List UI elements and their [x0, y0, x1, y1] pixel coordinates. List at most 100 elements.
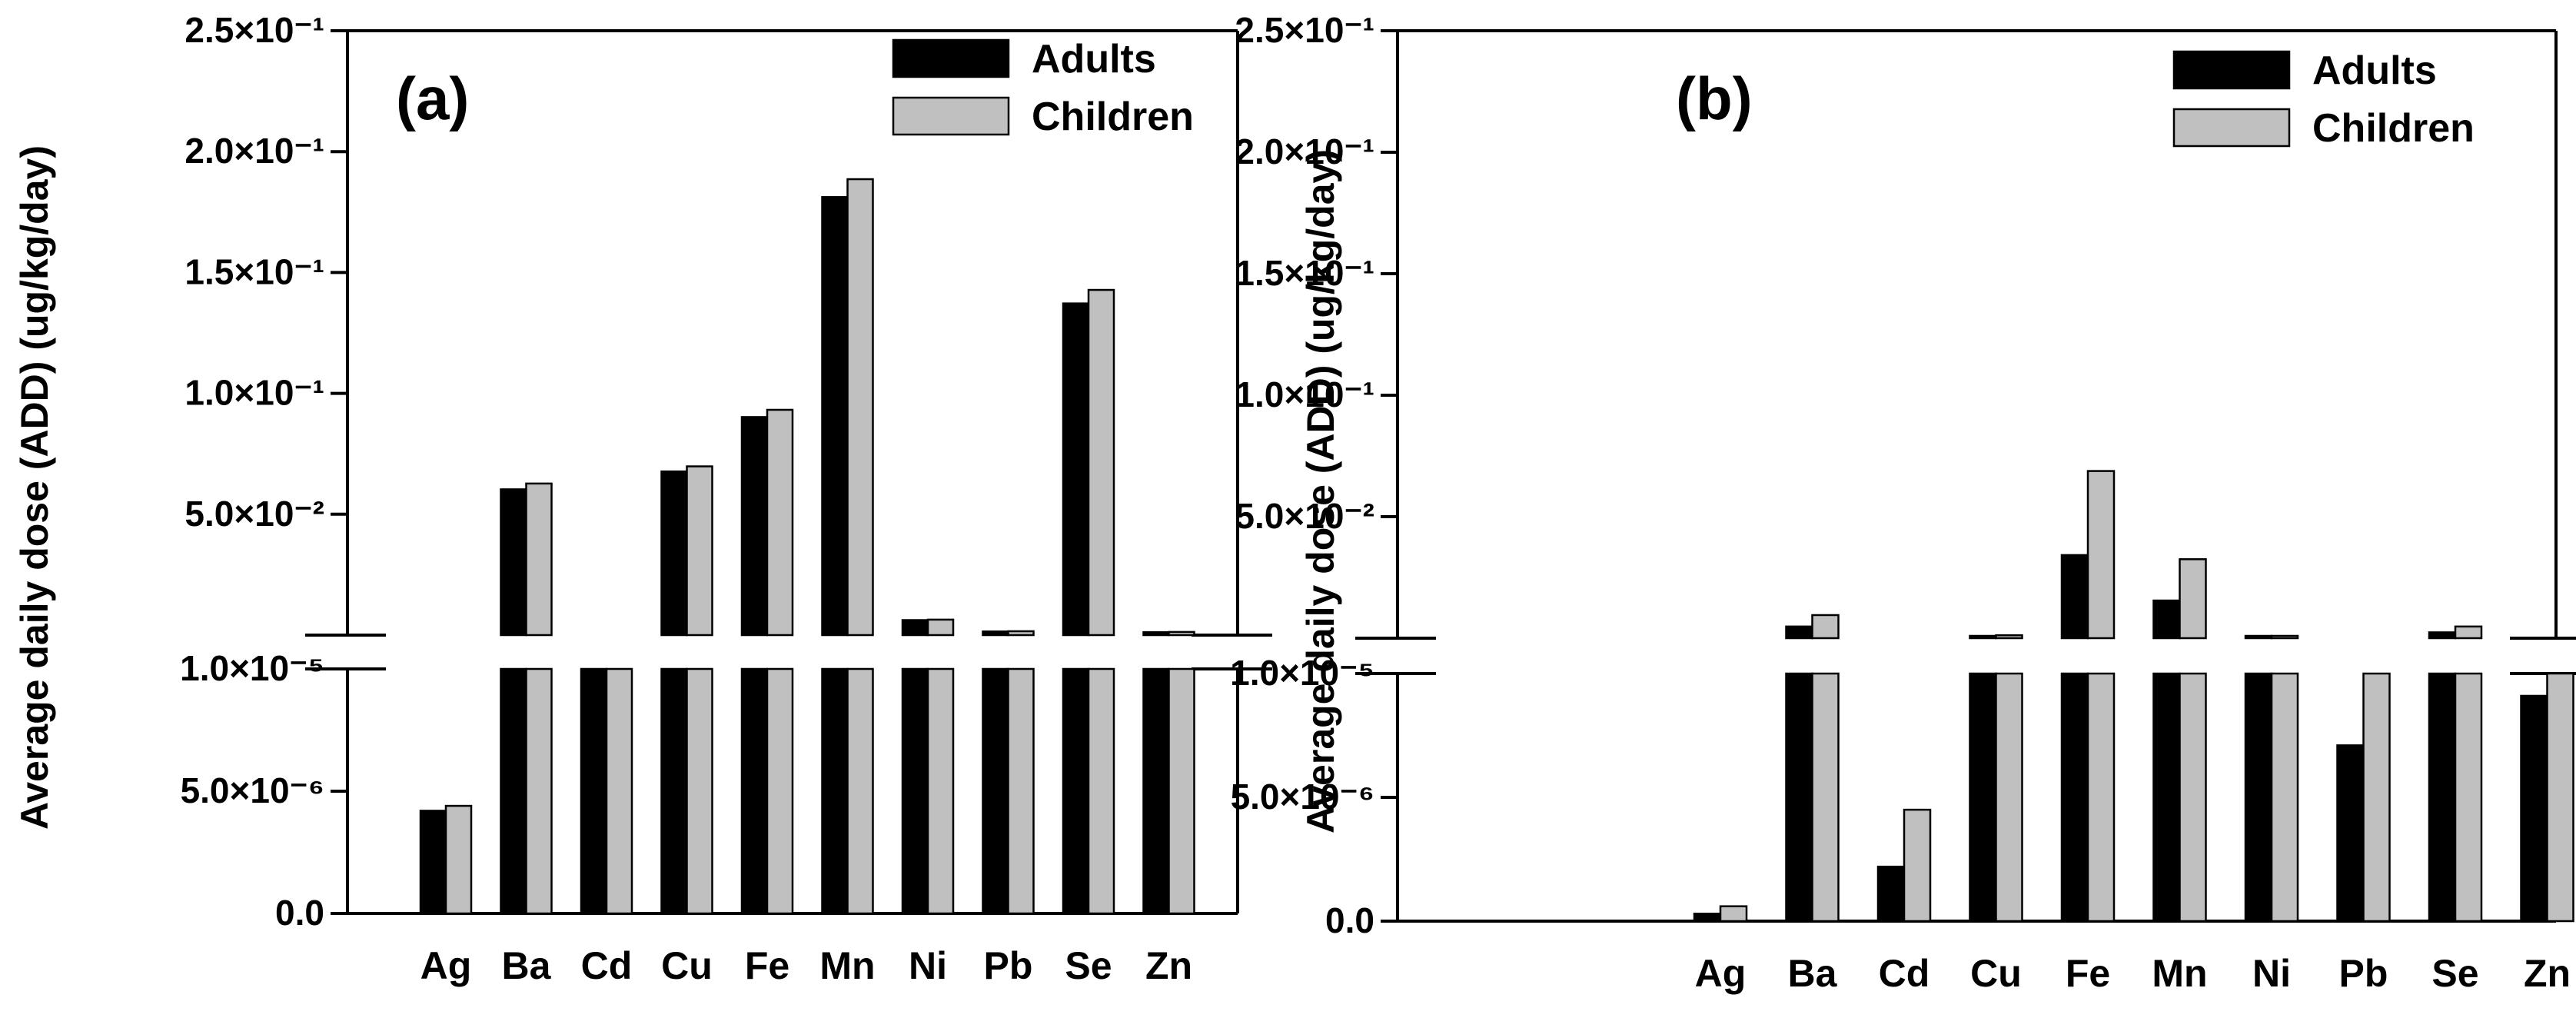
y-tick-label: 2.5×10⁻¹	[184, 10, 324, 50]
x-tick-label: Cd	[581, 944, 633, 987]
bar-adults-zn-lower	[2520, 694, 2548, 923]
legend-label-children: Children	[2312, 106, 2475, 151]
bar-adults-zn-upper	[1142, 630, 1170, 637]
bar-adults-ag-lower	[419, 810, 447, 915]
bar-adults-ba-upper	[500, 488, 527, 637]
bar-adults-zn-lower	[1142, 667, 1170, 915]
bar-children-cd-lower	[1903, 808, 1932, 923]
y-axis-title: Average daily dose (ADD) (ug/kg/day)	[13, 145, 56, 830]
bar-children-cd-lower	[605, 667, 633, 915]
bar-children-mn-lower	[2179, 672, 2207, 923]
bar-adults-cu-lower	[660, 667, 688, 915]
bar-adults-fe-upper	[2060, 554, 2089, 640]
bar-children-ba-lower	[1811, 672, 1840, 923]
bar-children-ag-lower	[444, 804, 473, 915]
bar-adults-fe-upper	[740, 416, 769, 637]
bar-children-se-lower	[1087, 667, 1115, 915]
bar-adults-fe-lower	[2060, 672, 2089, 923]
bar-adults-se-lower	[1062, 667, 1090, 915]
legend-swatch-adults	[2172, 50, 2291, 90]
x-tick-label: Mn	[2152, 952, 2207, 995]
x-tick-label: Mn	[819, 944, 875, 987]
bar-children-mn-lower	[846, 667, 874, 915]
bar-adults-ni-lower	[901, 667, 929, 915]
bar-adults-ag-lower	[1693, 913, 1722, 923]
y-tick-label: 5.0×10⁻²	[184, 494, 324, 534]
bar-children-zn-lower	[1168, 667, 1195, 915]
bar-adults-cd-lower	[1876, 865, 1906, 923]
bar-children-cu-upper	[686, 465, 713, 637]
y-tick-label: 1.0×10⁻¹	[1235, 374, 1374, 414]
bar-children-ba-upper	[525, 482, 553, 637]
y-tick-label: 1.0×10⁻⁵	[1230, 653, 1374, 693]
bar-children-pb-lower	[2362, 672, 2391, 923]
bar-children-ni-lower	[926, 667, 955, 915]
bar-children-mn-upper	[846, 178, 874, 637]
bar-children-ni-upper	[926, 618, 955, 637]
bar-children-pb-lower	[1007, 667, 1035, 915]
bar-children-fe-upper	[2086, 470, 2116, 640]
x-tick-label: Ni	[909, 944, 947, 987]
bar-children-se-upper	[2454, 625, 2483, 640]
legend: Adults Children	[892, 37, 1194, 139]
legend-swatch-children	[892, 96, 1010, 136]
legend-label-children: Children	[1032, 95, 1194, 139]
x-tick-label: Ni	[2252, 952, 2291, 995]
y-tick-label: 1.5×10⁻¹	[184, 251, 324, 291]
bar-adults-ni-upper	[2244, 634, 2273, 640]
bar-children-zn-lower	[2546, 672, 2574, 923]
legend-swatch-children	[2172, 108, 2291, 148]
bar-adults-se-upper	[2428, 631, 2457, 640]
bar-children-se-upper	[1087, 288, 1115, 637]
bar-children-cu-lower	[686, 667, 713, 915]
x-tick-label: Se	[1065, 944, 1112, 987]
y-tick-label: 5.0×10⁻⁶	[181, 770, 324, 810]
legend: Adults Children	[2172, 48, 2475, 151]
bar-adults-mn-upper	[821, 196, 849, 637]
y-tick-label: 0.0	[275, 893, 324, 933]
bar-adults-pb-upper	[982, 630, 1009, 637]
x-tick-label: Zn	[1145, 944, 1192, 987]
bar-adults-ba-upper	[1785, 625, 1813, 640]
bar-adults-ni-lower	[2244, 672, 2273, 923]
bar-adults-ba-lower	[1785, 672, 1813, 923]
bar-children-cu-lower	[1995, 672, 2023, 923]
bar-adults-fe-lower	[740, 667, 769, 915]
y-tick-label: 5.0×10⁻²	[1235, 496, 1374, 536]
y-tick-label: 2.5×10⁻¹	[1235, 10, 1374, 50]
x-tick-label: Cd	[1879, 952, 1930, 995]
panel-label: (b)	[1676, 65, 1753, 132]
bar-adults-se-upper	[1062, 302, 1090, 637]
bar-children-se-lower	[2454, 672, 2483, 923]
bar-adults-ba-lower	[500, 667, 527, 915]
x-tick-label: Se	[2431, 952, 2478, 995]
bar-adults-pb-lower	[2336, 744, 2365, 923]
bar-adults-mn-lower	[2152, 672, 2181, 923]
x-tick-label: Zn	[2524, 952, 2571, 995]
bar-children-pb-upper	[1007, 630, 1035, 637]
bar-children-ag-lower	[1719, 905, 1748, 923]
legend-swatch-adults	[892, 38, 1010, 78]
bar-children-fe-lower	[766, 667, 794, 915]
x-tick-label: Fe	[2066, 952, 2110, 995]
panel-label: (a)	[396, 65, 469, 132]
bar-children-fe-upper	[766, 408, 794, 637]
y-tick-label: 2.0×10⁻¹	[1235, 131, 1374, 171]
bar-children-zn-upper	[1168, 630, 1195, 637]
x-tick-label: Ba	[1788, 952, 1838, 995]
y-tick-label: 2.0×10⁻¹	[184, 131, 324, 171]
bar-children-ba-lower	[525, 667, 553, 915]
y-tick-label: 1.0×10⁻¹	[184, 373, 324, 413]
x-tick-label: Fe	[745, 944, 789, 987]
bar-children-mn-upper	[2179, 558, 2207, 640]
x-tick-label: Cu	[1970, 952, 2022, 995]
x-tick-label: Pb	[2339, 952, 2388, 995]
bar-children-cu-upper	[1995, 634, 2023, 640]
bar-adults-mn-upper	[2152, 599, 2181, 640]
bar-children-ni-upper	[2270, 634, 2299, 640]
bar-adults-cu-upper	[1969, 634, 1997, 640]
chart-panel-a: 5.0×10⁻² 1.0×10⁻¹ 1.5×10⁻¹ 2.0×10⁻¹ 2.5×10⁻¹…	[13, 10, 1272, 987]
bar-adults-cd-lower	[580, 667, 608, 915]
x-tick-label: Ag	[420, 944, 472, 987]
